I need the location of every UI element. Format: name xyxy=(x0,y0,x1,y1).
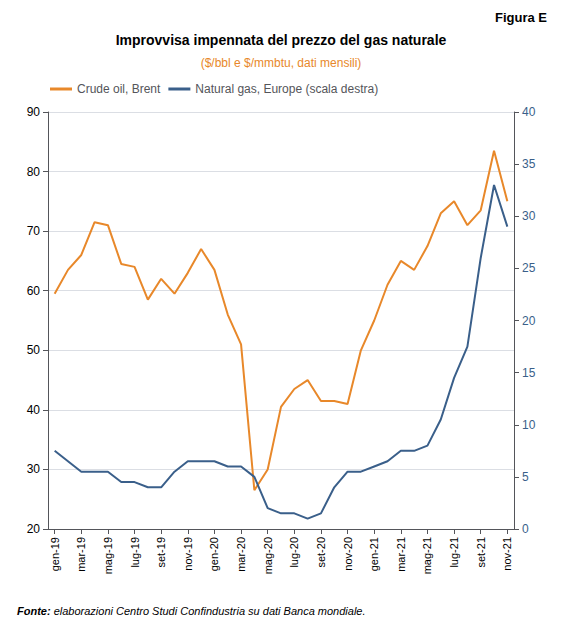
svg-text:35: 35 xyxy=(522,157,536,171)
svg-text:($/bbl e $/mmbtu, dati mensili: ($/bbl e $/mmbtu, dati mensili) xyxy=(201,56,362,70)
svg-text:25: 25 xyxy=(522,261,536,275)
svg-text:50: 50 xyxy=(27,343,41,357)
svg-text:set-19: set-19 xyxy=(155,537,167,568)
svg-text:40: 40 xyxy=(522,105,536,119)
svg-text:mag-19: mag-19 xyxy=(102,537,114,574)
svg-text:0: 0 xyxy=(522,522,529,536)
svg-text:20: 20 xyxy=(522,314,536,328)
svg-text:Improvvisa impennata del prezz: Improvvisa impennata del prezzo del gas … xyxy=(116,32,447,48)
svg-text:70: 70 xyxy=(27,224,41,238)
svg-text:gen-19: gen-19 xyxy=(49,537,61,571)
svg-text:mag-21: mag-21 xyxy=(421,537,433,574)
svg-text:10: 10 xyxy=(522,418,536,432)
svg-text:30: 30 xyxy=(522,209,536,223)
svg-text:mar-21: mar-21 xyxy=(395,537,407,572)
svg-text:mag-20: mag-20 xyxy=(262,537,274,574)
svg-text:set-21: set-21 xyxy=(475,537,487,568)
svg-text:mar-20: mar-20 xyxy=(235,537,247,572)
svg-text:nov-19: nov-19 xyxy=(182,537,194,571)
svg-text:90: 90 xyxy=(27,105,41,119)
svg-text:lug-20: lug-20 xyxy=(288,537,300,568)
svg-text:nov-21: nov-21 xyxy=(501,537,513,571)
svg-text:elaborazioni Centro Studi Conf: elaborazioni Centro Studi Confindustria … xyxy=(54,605,366,617)
svg-text:Fonte:: Fonte: xyxy=(17,605,51,617)
svg-text:gen-21: gen-21 xyxy=(368,537,380,571)
svg-text:Natural gas, Europe (scala des: Natural gas, Europe (scala destra) xyxy=(195,82,378,96)
svg-text:60: 60 xyxy=(27,284,41,298)
svg-text:5: 5 xyxy=(522,470,529,484)
svg-text:30: 30 xyxy=(27,462,41,476)
svg-text:set-20: set-20 xyxy=(315,537,327,568)
svg-text:lug-21: lug-21 xyxy=(448,537,460,568)
svg-text:Figura E: Figura E xyxy=(495,10,547,25)
svg-text:15: 15 xyxy=(522,366,536,380)
svg-text:40: 40 xyxy=(27,403,41,417)
svg-text:gen-20: gen-20 xyxy=(208,537,220,571)
svg-text:20: 20 xyxy=(27,522,41,536)
svg-text:lug-19: lug-19 xyxy=(129,537,141,568)
svg-text:nov-20: nov-20 xyxy=(342,537,354,571)
svg-text:80: 80 xyxy=(27,165,41,179)
svg-text:Crude oil, Brent: Crude oil, Brent xyxy=(77,82,161,96)
svg-text:mar-19: mar-19 xyxy=(75,537,87,572)
